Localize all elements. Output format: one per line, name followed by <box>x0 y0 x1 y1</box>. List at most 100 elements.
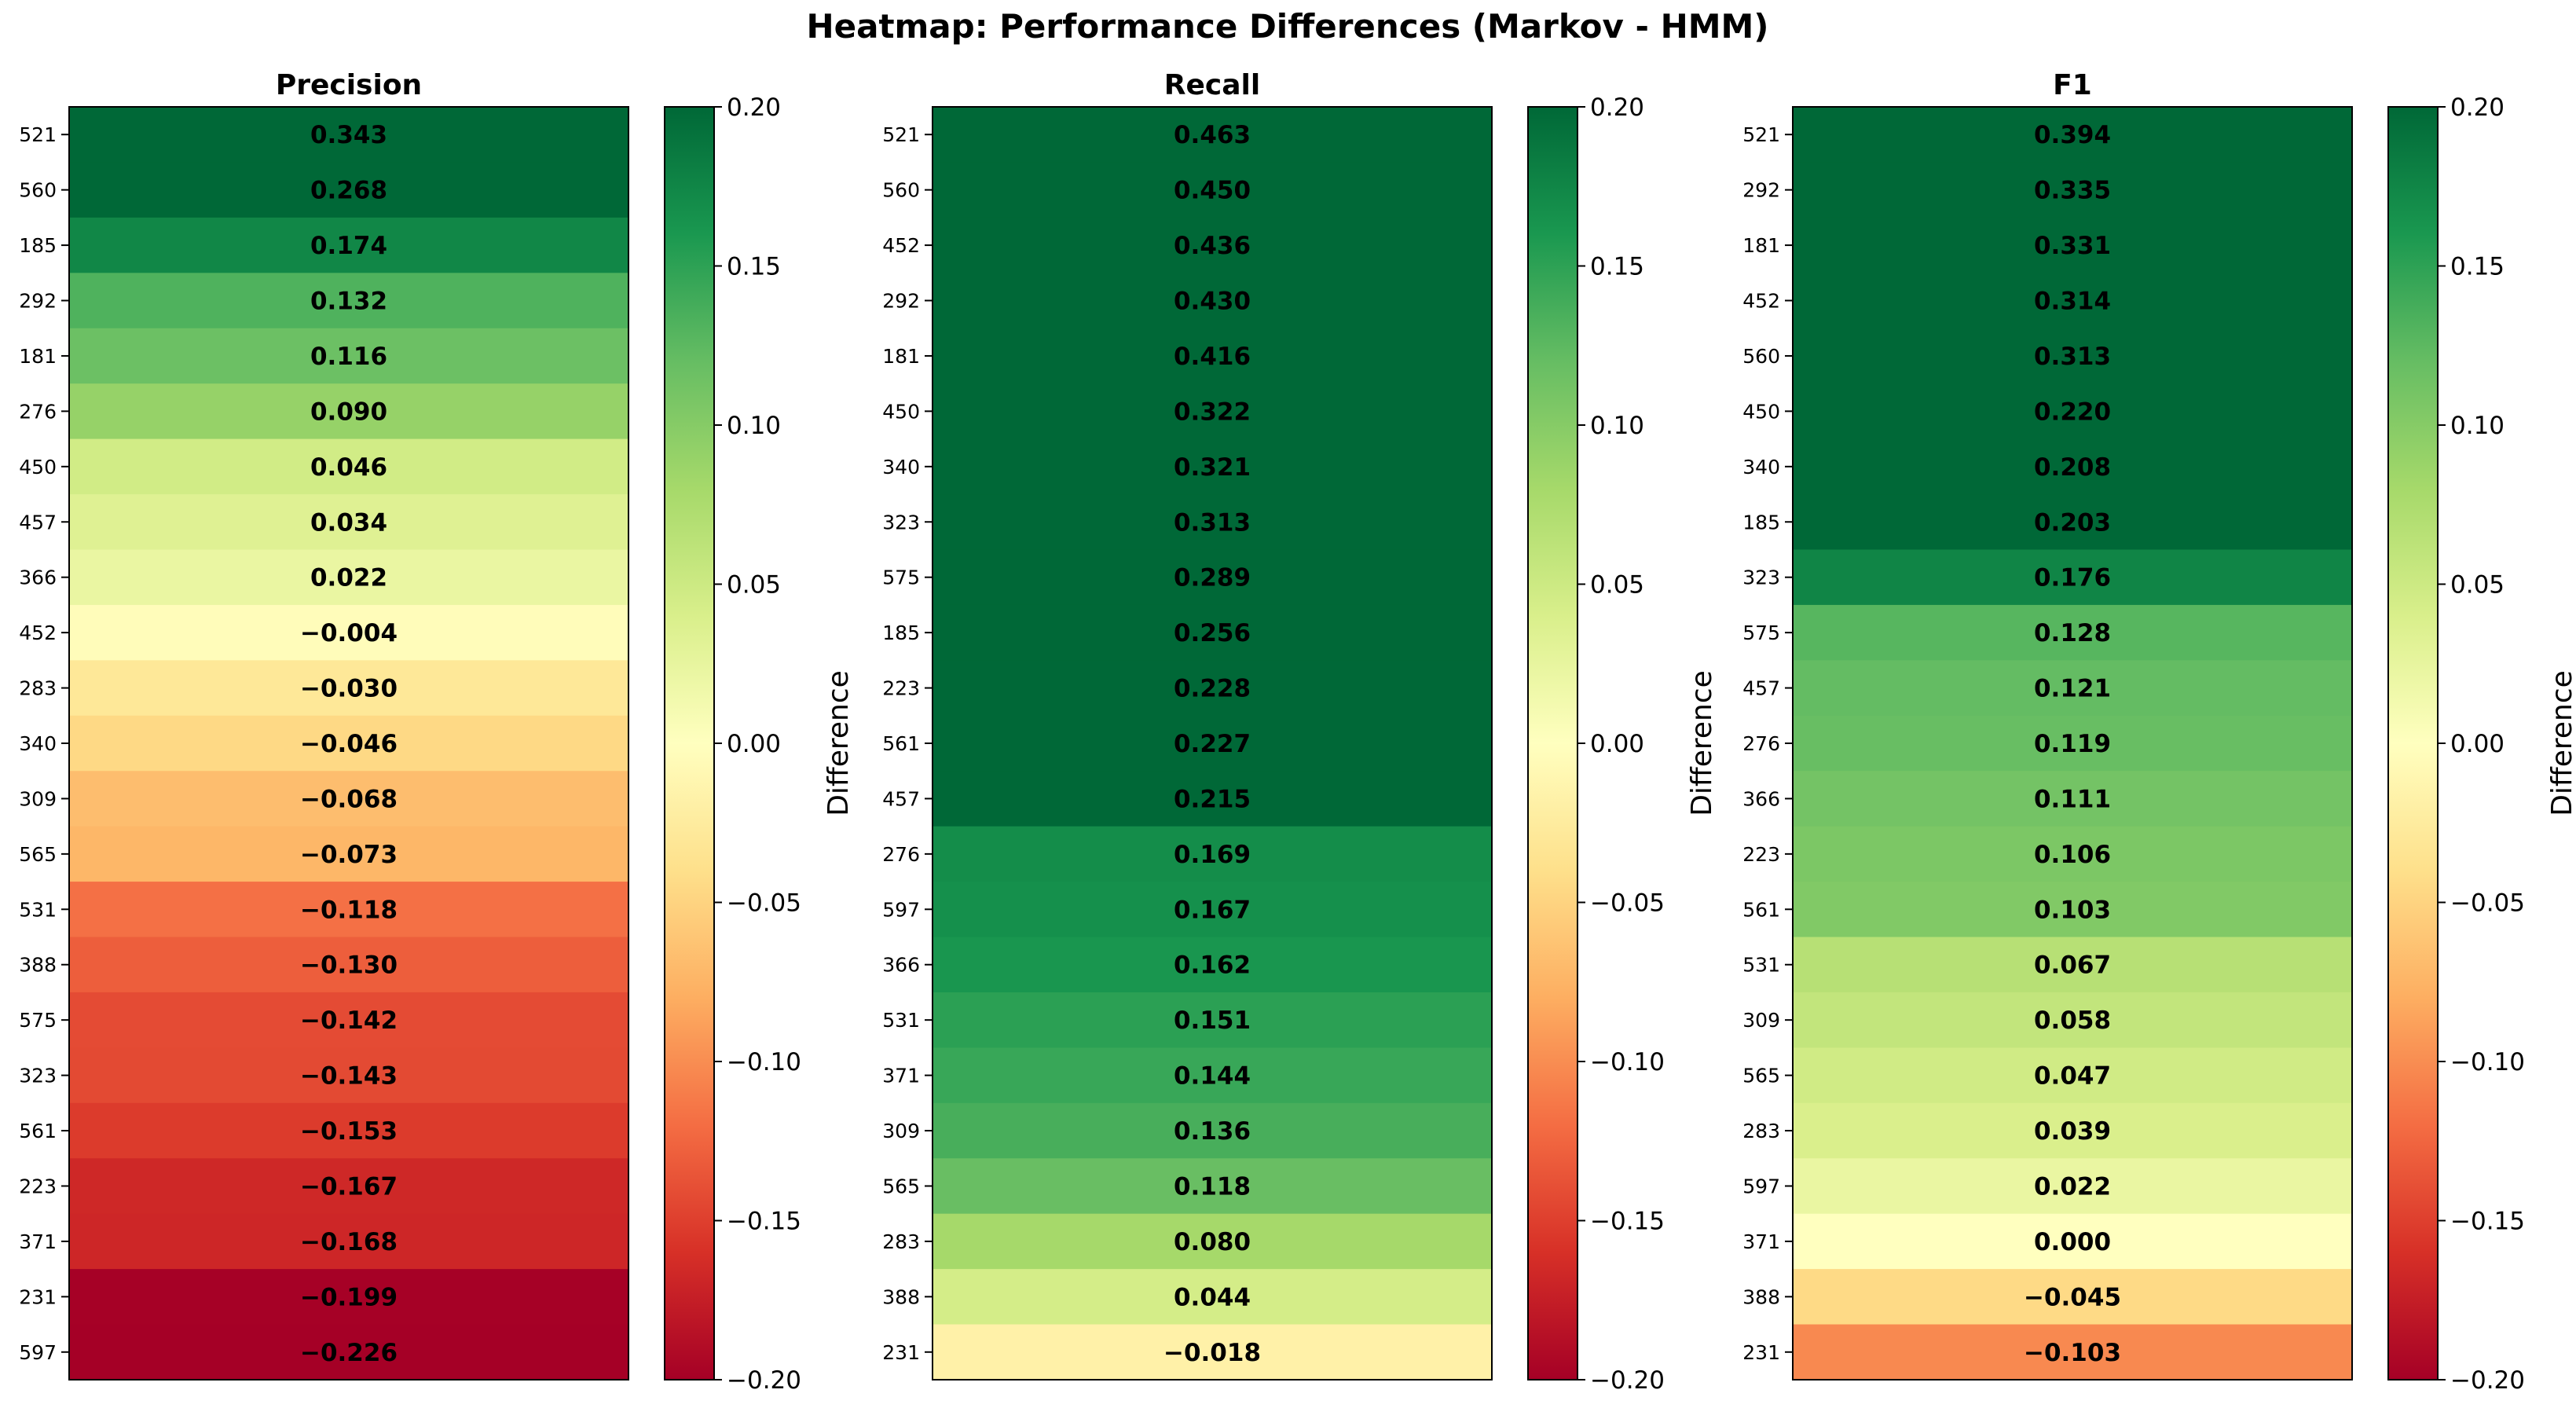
heatmap-cell <box>69 771 628 827</box>
heatmap-cell <box>1793 1102 2352 1159</box>
y-tick-label: 323 <box>19 1065 57 1087</box>
figure-title: Heatmap: Performance Differences (Markov… <box>806 7 1768 46</box>
heatmap-cell <box>933 660 1492 717</box>
cell-value-label: −0.142 <box>300 1006 398 1035</box>
colorbar-tick-label: 0.10 <box>2450 412 2505 440</box>
cell-value-label: 0.162 <box>1174 952 1251 980</box>
y-tick-label: 388 <box>1742 1285 1780 1308</box>
panel-title: Precision <box>276 69 422 101</box>
colorbar <box>665 107 714 1380</box>
y-tick-label: 597 <box>1742 1175 1780 1197</box>
y-tick-label: 371 <box>1742 1230 1780 1253</box>
y-tick-label: 452 <box>1742 290 1780 313</box>
cell-value-label: 0.169 <box>1174 841 1251 869</box>
cell-value-label: 0.039 <box>2034 1117 2111 1146</box>
y-tick-label: 565 <box>19 843 57 866</box>
colorbar-tick-label: −0.05 <box>1590 889 1665 918</box>
cell-value-label: 0.289 <box>1174 564 1251 592</box>
y-tick-label: 575 <box>19 1009 57 1032</box>
cell-value-label: 0.116 <box>310 343 387 371</box>
y-tick-label: 457 <box>19 511 57 534</box>
y-tick-label: 181 <box>1742 234 1780 257</box>
y-tick-label: 340 <box>19 732 57 755</box>
cell-value-label: 0.046 <box>310 453 387 482</box>
heatmap-cell <box>1793 328 2352 384</box>
heatmap-cell <box>69 383 628 440</box>
y-tick-label: 309 <box>19 787 57 810</box>
cell-value-label: 0.228 <box>1174 675 1251 703</box>
heatmap-cell <box>1793 438 2352 495</box>
y-tick-label: 340 <box>1742 456 1780 478</box>
heatmap-cell <box>933 383 1492 440</box>
colorbar-tick-label: 0.10 <box>727 412 781 440</box>
heatmap-cell <box>933 1269 1492 1326</box>
y-tick-label: 457 <box>882 787 920 810</box>
heatmap-cell <box>933 882 1492 938</box>
y-tick-label: 565 <box>882 1175 920 1197</box>
cell-value-label: −0.030 <box>300 675 398 703</box>
y-tick-label: 575 <box>1742 622 1780 644</box>
y-tick-label: 366 <box>882 954 920 977</box>
heatmap-cell <box>933 826 1492 882</box>
cell-value-label: 0.044 <box>1174 1283 1251 1311</box>
cell-value-label: 0.256 <box>1174 619 1251 647</box>
colorbar-tick-label: −0.20 <box>727 1366 801 1395</box>
cell-value-label: 0.103 <box>2034 896 2111 924</box>
heatmap-cell <box>69 604 628 661</box>
cell-value-label: −0.046 <box>300 730 398 758</box>
heatmap-cell <box>69 1324 628 1380</box>
heatmap-cell <box>69 438 628 495</box>
heatmap-cell <box>1793 826 2352 882</box>
y-tick-label: 223 <box>882 677 920 700</box>
cell-value-label: 0.215 <box>1174 785 1251 813</box>
y-tick-label: 450 <box>1742 400 1780 423</box>
colorbar-tick-label: −0.10 <box>727 1048 801 1076</box>
heatmap-cell <box>933 438 1492 495</box>
cell-value-label: 0.067 <box>2034 952 2111 980</box>
cell-value-label: 0.132 <box>310 288 387 316</box>
y-tick-label: 276 <box>882 843 920 866</box>
heatmap-cell <box>1793 771 2352 827</box>
cell-value-label: 0.022 <box>2034 1172 2111 1201</box>
y-tick-label: 597 <box>882 898 920 921</box>
cell-value-label: −0.153 <box>300 1117 398 1146</box>
heatmap-cell <box>69 1213 628 1270</box>
cell-value-label: 0.220 <box>2034 398 2111 426</box>
y-tick-label: 450 <box>882 400 920 423</box>
y-tick-label: 450 <box>19 456 57 478</box>
y-tick-label: 521 <box>882 123 920 146</box>
cell-value-label: 0.047 <box>2034 1062 2111 1091</box>
heatmap-cell <box>933 771 1492 827</box>
cell-value-label: 0.313 <box>2034 343 2111 371</box>
panel-title: F1 <box>2053 69 2092 101</box>
cell-value-label: 0.331 <box>2034 232 2111 260</box>
heatmap-cell <box>933 604 1492 661</box>
cell-value-label: 0.111 <box>2034 785 2111 813</box>
cell-value-label: 0.022 <box>310 564 387 592</box>
heatmap-cell <box>933 328 1492 384</box>
cell-value-label: 0.034 <box>310 508 387 537</box>
cell-value-label: 0.436 <box>1174 232 1251 260</box>
heatmap-frame <box>1792 106 2353 1380</box>
y-tick-label: 292 <box>1742 179 1780 202</box>
heatmap-cell <box>69 1102 628 1159</box>
y-tick-label: 309 <box>1742 1009 1780 1032</box>
heatmap-cell <box>1793 549 2352 606</box>
y-tick-label: 531 <box>19 898 57 921</box>
cell-value-label: 0.106 <box>2034 841 2111 869</box>
cell-value-label: −0.073 <box>300 841 398 869</box>
colorbar-tick-label: 0.00 <box>1590 730 1644 758</box>
y-tick-label: 560 <box>19 179 57 202</box>
colorbar-tick-label: 0.20 <box>727 94 781 122</box>
panel-f1: F1 0.394 521 0.335 292 0.331 181 0.314 452 0.313 5… <box>1742 69 2576 1395</box>
cell-value-label: −0.168 <box>300 1228 398 1256</box>
heatmap-cell <box>69 107 628 163</box>
cell-value-label: −0.018 <box>1163 1339 1261 1367</box>
heatmap-cell <box>933 549 1492 606</box>
panel-recall: Recall 0.463 521 0.450 560 0.436 452 0.430 292 0.… <box>882 69 1718 1395</box>
cell-value-label: 0.176 <box>2034 564 2111 592</box>
colorbar-label: Difference <box>1686 670 1718 816</box>
heatmap-cell <box>933 1047 1492 1104</box>
heatmap-frame <box>68 106 629 1380</box>
